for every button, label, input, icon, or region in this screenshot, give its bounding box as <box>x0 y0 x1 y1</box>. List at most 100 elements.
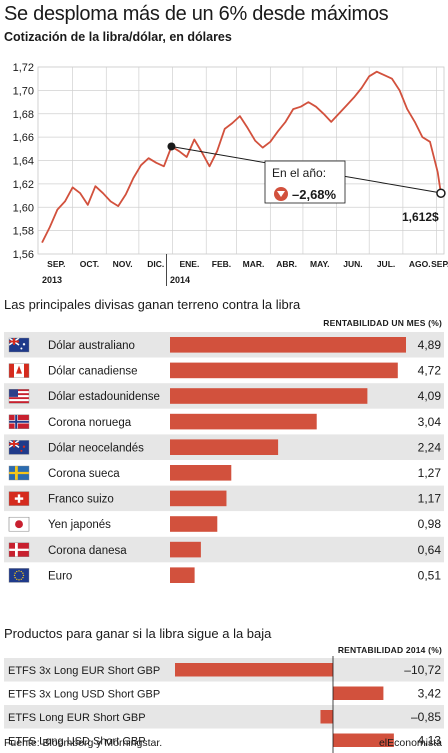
currency-bar <box>170 465 232 481</box>
au-flag-icon <box>8 337 30 353</box>
currency-value: 2,24 <box>418 440 442 454</box>
data-point <box>224 128 226 130</box>
currency-label: Dólar australiano <box>48 340 135 352</box>
last-value-label: 1,612$ <box>402 210 439 224</box>
data-point <box>186 156 188 158</box>
currency-label: Corona noruega <box>48 417 132 429</box>
currency-value: 4,72 <box>418 364 442 378</box>
currency-value: 1,17 <box>418 492 442 506</box>
data-point <box>277 130 279 132</box>
data-point <box>246 127 249 129</box>
data-point <box>399 89 401 91</box>
product-label: ETFS Long EUR Short GBP <box>8 712 146 724</box>
y-tick-label: 1,70 <box>13 85 34 97</box>
gbp-usd-line <box>41 70 442 243</box>
brand-logo-text: elEconomista <box>378 737 442 749</box>
currency-bar <box>170 362 398 379</box>
y-tick-label: 1,62 <box>13 179 34 191</box>
x-tick-label: JUN. <box>343 259 362 269</box>
x-tick-label: DIC. <box>147 259 164 269</box>
currency-label: Dólar estadounidense <box>48 391 160 403</box>
table-row <box>4 511 444 537</box>
data-point <box>117 205 119 207</box>
chart-subtitle: Cotización de la libra/dólar, en dólares <box>4 30 232 44</box>
in-year-callout: En el año: –2,68% <box>264 160 346 204</box>
data-point <box>193 138 195 141</box>
currency-value: 0,51 <box>418 568 442 582</box>
source-note: Fuente: Bloomberg y Morningstar. <box>4 737 163 749</box>
data-point <box>163 165 165 167</box>
data-point <box>87 204 89 206</box>
data-point <box>292 108 294 110</box>
data-point <box>368 75 370 77</box>
dk-flag-icon <box>8 542 30 558</box>
data-point <box>315 106 317 108</box>
in-year-value: –2,68% <box>292 187 337 202</box>
data-point <box>49 226 51 228</box>
data-point <box>41 241 43 243</box>
data-point <box>330 121 332 123</box>
data-point <box>383 74 386 76</box>
ca-flag-icon <box>8 363 30 378</box>
x-tick-label: MAY. <box>310 259 330 269</box>
products-bar-chart: ETFS 3x Long EUR Short GBP –10,72 ETFS 3x … <box>4 656 444 753</box>
data-point <box>208 165 211 167</box>
y-tick-label: 1,60 <box>13 202 34 214</box>
product-bar <box>333 686 384 700</box>
currency-value: 1,27 <box>418 466 442 480</box>
y-tick-label: 1,66 <box>13 132 34 144</box>
data-point <box>437 171 439 173</box>
y-tick-label: 1,72 <box>13 62 34 74</box>
data-point <box>353 96 355 98</box>
table-row <box>4 562 444 588</box>
x-tick-label: AGO. <box>409 259 431 269</box>
data-point <box>345 104 347 107</box>
currency-value: 4,89 <box>418 338 442 352</box>
data-point <box>155 162 157 164</box>
products-column-header: RENTABILIDAD 2014 (%) <box>337 645 442 655</box>
data-point <box>71 186 74 188</box>
data-point <box>391 78 393 80</box>
data-point <box>216 150 218 152</box>
jp-flag-icon <box>8 516 30 532</box>
x-tick-label: NOV. <box>113 259 133 269</box>
x-tick-label: FEB. <box>212 259 231 269</box>
currency-bar <box>170 516 218 532</box>
y-tick-label: 1,58 <box>13 226 34 238</box>
currency-value: 0,98 <box>418 517 442 531</box>
data-point <box>102 192 104 194</box>
currencies-column-header: RENTABILIDAD UN MES (%) <box>323 318 442 328</box>
table-row <box>4 536 444 563</box>
data-point <box>132 177 135 179</box>
product-bar <box>175 663 333 677</box>
currency-label: Dólar neocelandés <box>48 442 144 454</box>
currency-label: Euro <box>48 570 72 582</box>
product-value: –0,85 <box>411 710 441 724</box>
product-value: –10,72 <box>404 663 441 677</box>
year-label-2013: 2013 <box>42 275 62 285</box>
currency-label: Franco suizo <box>48 494 114 506</box>
currency-bar <box>170 337 406 353</box>
in-year-label: En el año: <box>272 166 326 180</box>
data-point <box>231 122 233 124</box>
currency-value: 0,64 <box>418 543 442 557</box>
currencies-title: Las principales divisas ganan terreno co… <box>4 297 301 312</box>
data-point <box>239 115 241 117</box>
currency-bar <box>170 541 201 558</box>
data-point <box>361 87 363 89</box>
currencies-bar-chart: Dólar australiano 4,89 Dólar canadiense 4,7… <box>4 332 444 588</box>
x-tick-label: SEP. <box>431 259 448 269</box>
ch-flag-icon <box>8 491 30 506</box>
data-point <box>300 106 302 108</box>
currency-bar <box>170 567 195 583</box>
data-point <box>269 141 271 143</box>
currency-bar <box>170 490 227 507</box>
data-point <box>429 141 431 143</box>
data-point <box>148 157 150 159</box>
chart-title: Se desploma más de un 6% desde máximos <box>4 3 389 25</box>
data-point <box>64 200 66 203</box>
data-point <box>307 101 309 103</box>
currency-bar <box>170 413 317 430</box>
data-point <box>414 121 416 123</box>
eu-flag-icon <box>8 568 30 583</box>
